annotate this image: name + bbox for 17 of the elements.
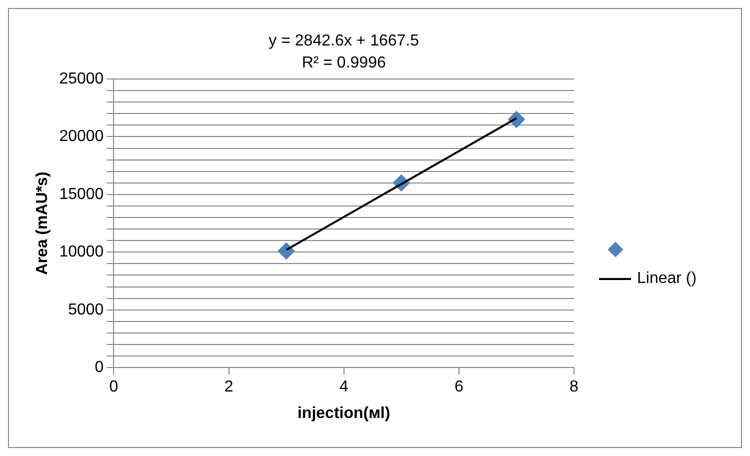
y-tick-label: 0 [94, 359, 104, 376]
legend-label: Linear () [637, 270, 697, 288]
x-tick-label: 0 [109, 378, 118, 396]
y-tick-label: 15000 [59, 186, 104, 203]
x-tick-label: 8 [570, 378, 579, 396]
y-axis-title: Area (mAU*s) [34, 172, 52, 275]
point [278, 242, 295, 260]
y-tick-label: 25000 [59, 70, 104, 88]
y-tick-label: 5000 [68, 301, 104, 318]
x-tick-label: 6 [454, 378, 464, 396]
x-tick-label: 4 [339, 378, 348, 396]
x-tick-label: 2 [224, 378, 234, 396]
y-tick-label: 10000 [59, 244, 104, 261]
text: y = 2842.6x + 1667.5 [268, 32, 420, 50]
y-tick-label: 20000 [59, 128, 104, 146]
text: R² = 0.9996 [302, 54, 386, 72]
x-axis-title: injection(мl) [297, 404, 390, 422]
